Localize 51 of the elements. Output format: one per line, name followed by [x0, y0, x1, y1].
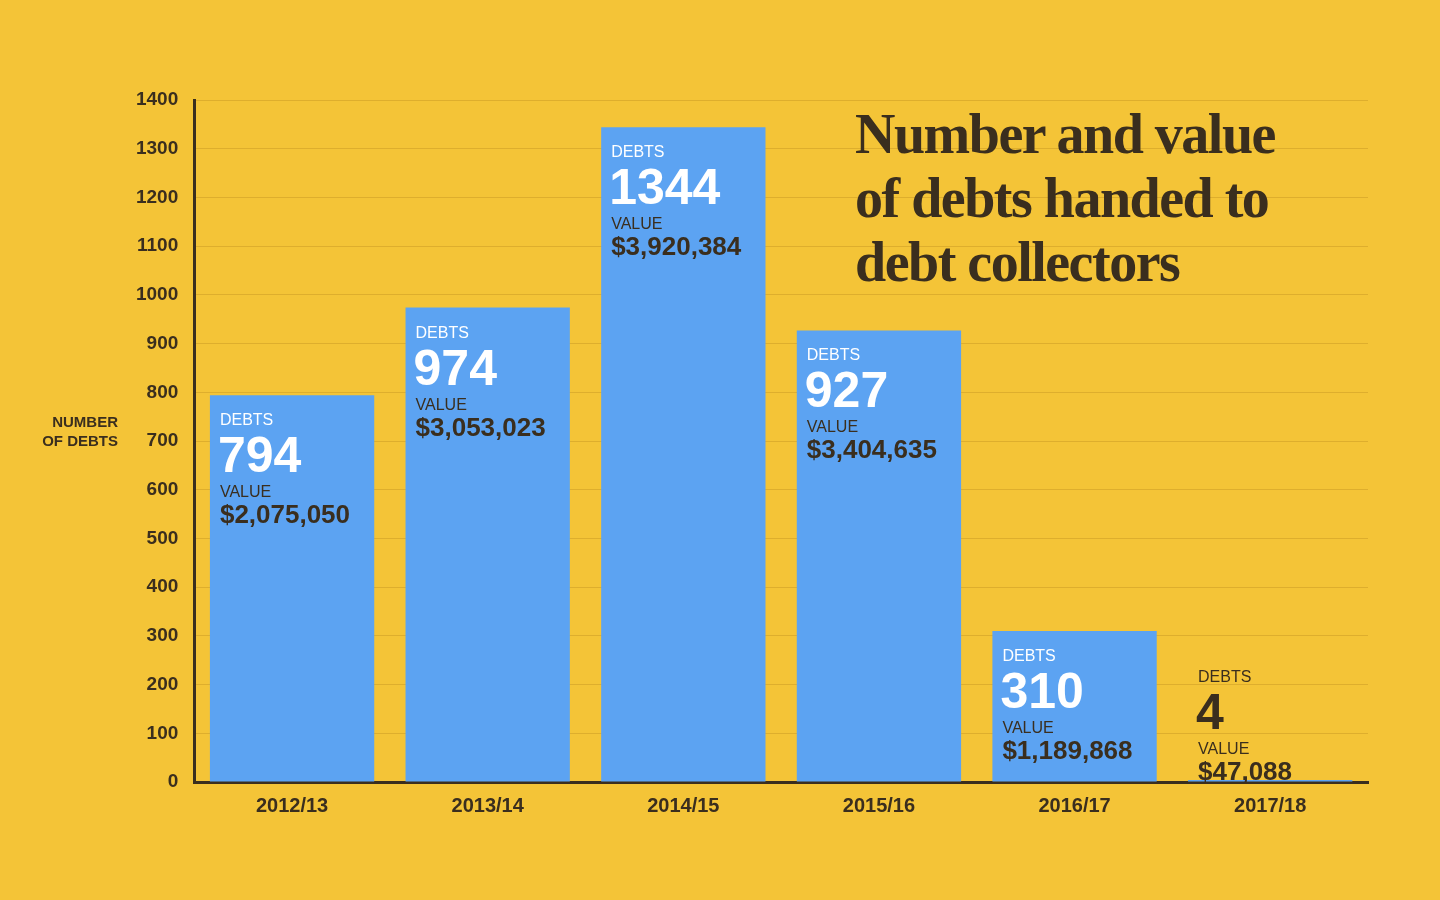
text: Number and value of debts handed to debt collectors [855, 102, 1276, 294]
annotation: DEBTS [1198, 668, 1252, 686]
data-label: 974 [413, 339, 498, 396]
annotation: $3,053,023 [415, 411, 546, 442]
annotation: DEBTS [1002, 646, 1056, 664]
y-tick-label: 1300 [135, 136, 179, 158]
bar [601, 127, 766, 782]
data-label: 927 [804, 362, 889, 419]
y-tick-label: 400 [146, 575, 179, 597]
annotation: $3,404,635 [806, 434, 937, 465]
annotation: DEBTS [415, 323, 469, 341]
y-tick-label: 300 [146, 624, 179, 646]
y-tick-label: 200 [146, 672, 179, 694]
data-label: 1344 [609, 159, 721, 216]
y-axis-title: NUMBER OF DEBTS [41, 412, 118, 450]
y-tick-label: 800 [146, 380, 179, 402]
x-tick-label: 2012/13 [255, 793, 329, 816]
y-tick-label: 1400 [135, 88, 179, 110]
annotation: $2,075,050 [219, 499, 351, 530]
annotation: $1,189,868 [1002, 734, 1133, 765]
annotation: VALUE [806, 418, 859, 436]
annotation: DEBTS [219, 411, 274, 429]
annotation: VALUE [1002, 718, 1054, 736]
annotation: VALUE [219, 483, 272, 501]
bar [796, 330, 962, 782]
data-label: 4 [1196, 684, 1225, 741]
y-tick-label: 1200 [135, 185, 179, 207]
x-tick-label: 2015/16 [842, 793, 916, 816]
annotation: VALUE [1198, 740, 1250, 758]
x-tick-label: 2014/15 [647, 793, 720, 816]
y-tick-label: 1000 [135, 283, 179, 305]
y-tick-label: 600 [146, 477, 179, 499]
y-tick-label: 100 [146, 721, 179, 743]
x-tick-label: 2017/18 [1234, 793, 1307, 816]
y-tick-label: 700 [146, 429, 179, 451]
x-tick-label: 2013/14 [451, 793, 525, 816]
x-tick-label: 2016/17 [1038, 793, 1111, 816]
y-tick-label: 500 [146, 526, 179, 548]
y-tick-label: 900 [146, 331, 179, 353]
annotation: VALUE [611, 215, 663, 233]
data-label: 794 [217, 427, 302, 484]
annotation: DEBTS [806, 346, 861, 364]
annotation: $47,088 [1198, 756, 1293, 787]
annotation: DEBTS [611, 143, 665, 161]
y-tick-label: 0 [167, 770, 179, 792]
annotation: $3,920,384 [611, 231, 742, 262]
annotation: VALUE [415, 395, 467, 413]
bar [209, 395, 375, 782]
y-tick-label: 1100 [137, 234, 179, 256]
bar [405, 307, 570, 782]
data-label: 310 [1000, 662, 1084, 719]
